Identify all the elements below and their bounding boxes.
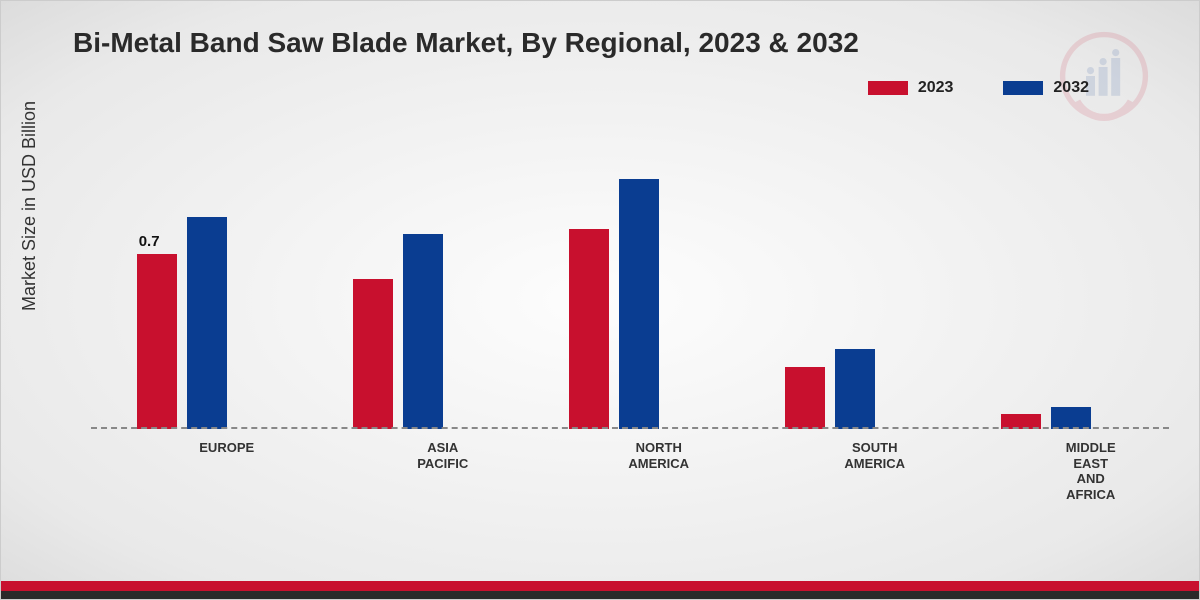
bar-2032 [835,349,875,429]
bar-2032 [1051,407,1091,430]
x-tick-label: ASIA PACIFIC [363,440,523,471]
watermark-logo [1059,31,1149,121]
legend: 2023 2032 [868,79,1089,97]
legend-swatch-2023 [868,81,908,95]
legend-swatch-2032 [1003,81,1043,95]
x-tick-label: NORTH AMERICA [579,440,739,471]
plot-area: 0.7 EUROPE ASIA PACIFIC NORTH AMERICA SOUTH… [91,131,1169,489]
footer-red-stripe [1,581,1199,591]
footer-bar [1,581,1199,599]
y-axis-label: Market Size in USD Billion [19,101,40,311]
bar-2023 [353,279,393,429]
bar-2023 [137,254,177,429]
footer-dark-stripe [1,591,1199,599]
legend-item-2032: 2032 [1003,79,1089,97]
bar-2032 [187,217,227,430]
chart-frame: Bi-Metal Band Saw Blade Market, By Regio… [0,0,1200,600]
x-axis-labels: EUROPE ASIA PACIFIC NORTH AMERICA SOUTH AME… [91,434,1169,489]
x-tick-label: SOUTH AMERICA [795,440,955,471]
legend-label-2032: 2032 [1053,79,1089,97]
baseline [91,427,1169,429]
bar-2023 [569,229,609,429]
chart-title: Bi-Metal Band Saw Blade Market, By Regio… [73,27,859,59]
x-tick-label: MIDDLE EAST AND AFRICA [1011,440,1171,502]
legend-item-2023: 2023 [868,79,954,97]
bar-2023 [785,367,825,430]
value-label: 0.7 [139,233,160,250]
x-tick-label: EUROPE [147,440,307,456]
bar-2032 [619,179,659,429]
legend-label-2023: 2023 [918,79,954,97]
bar-2032 [403,234,443,429]
bars-layer: 0.7 [91,131,1169,429]
